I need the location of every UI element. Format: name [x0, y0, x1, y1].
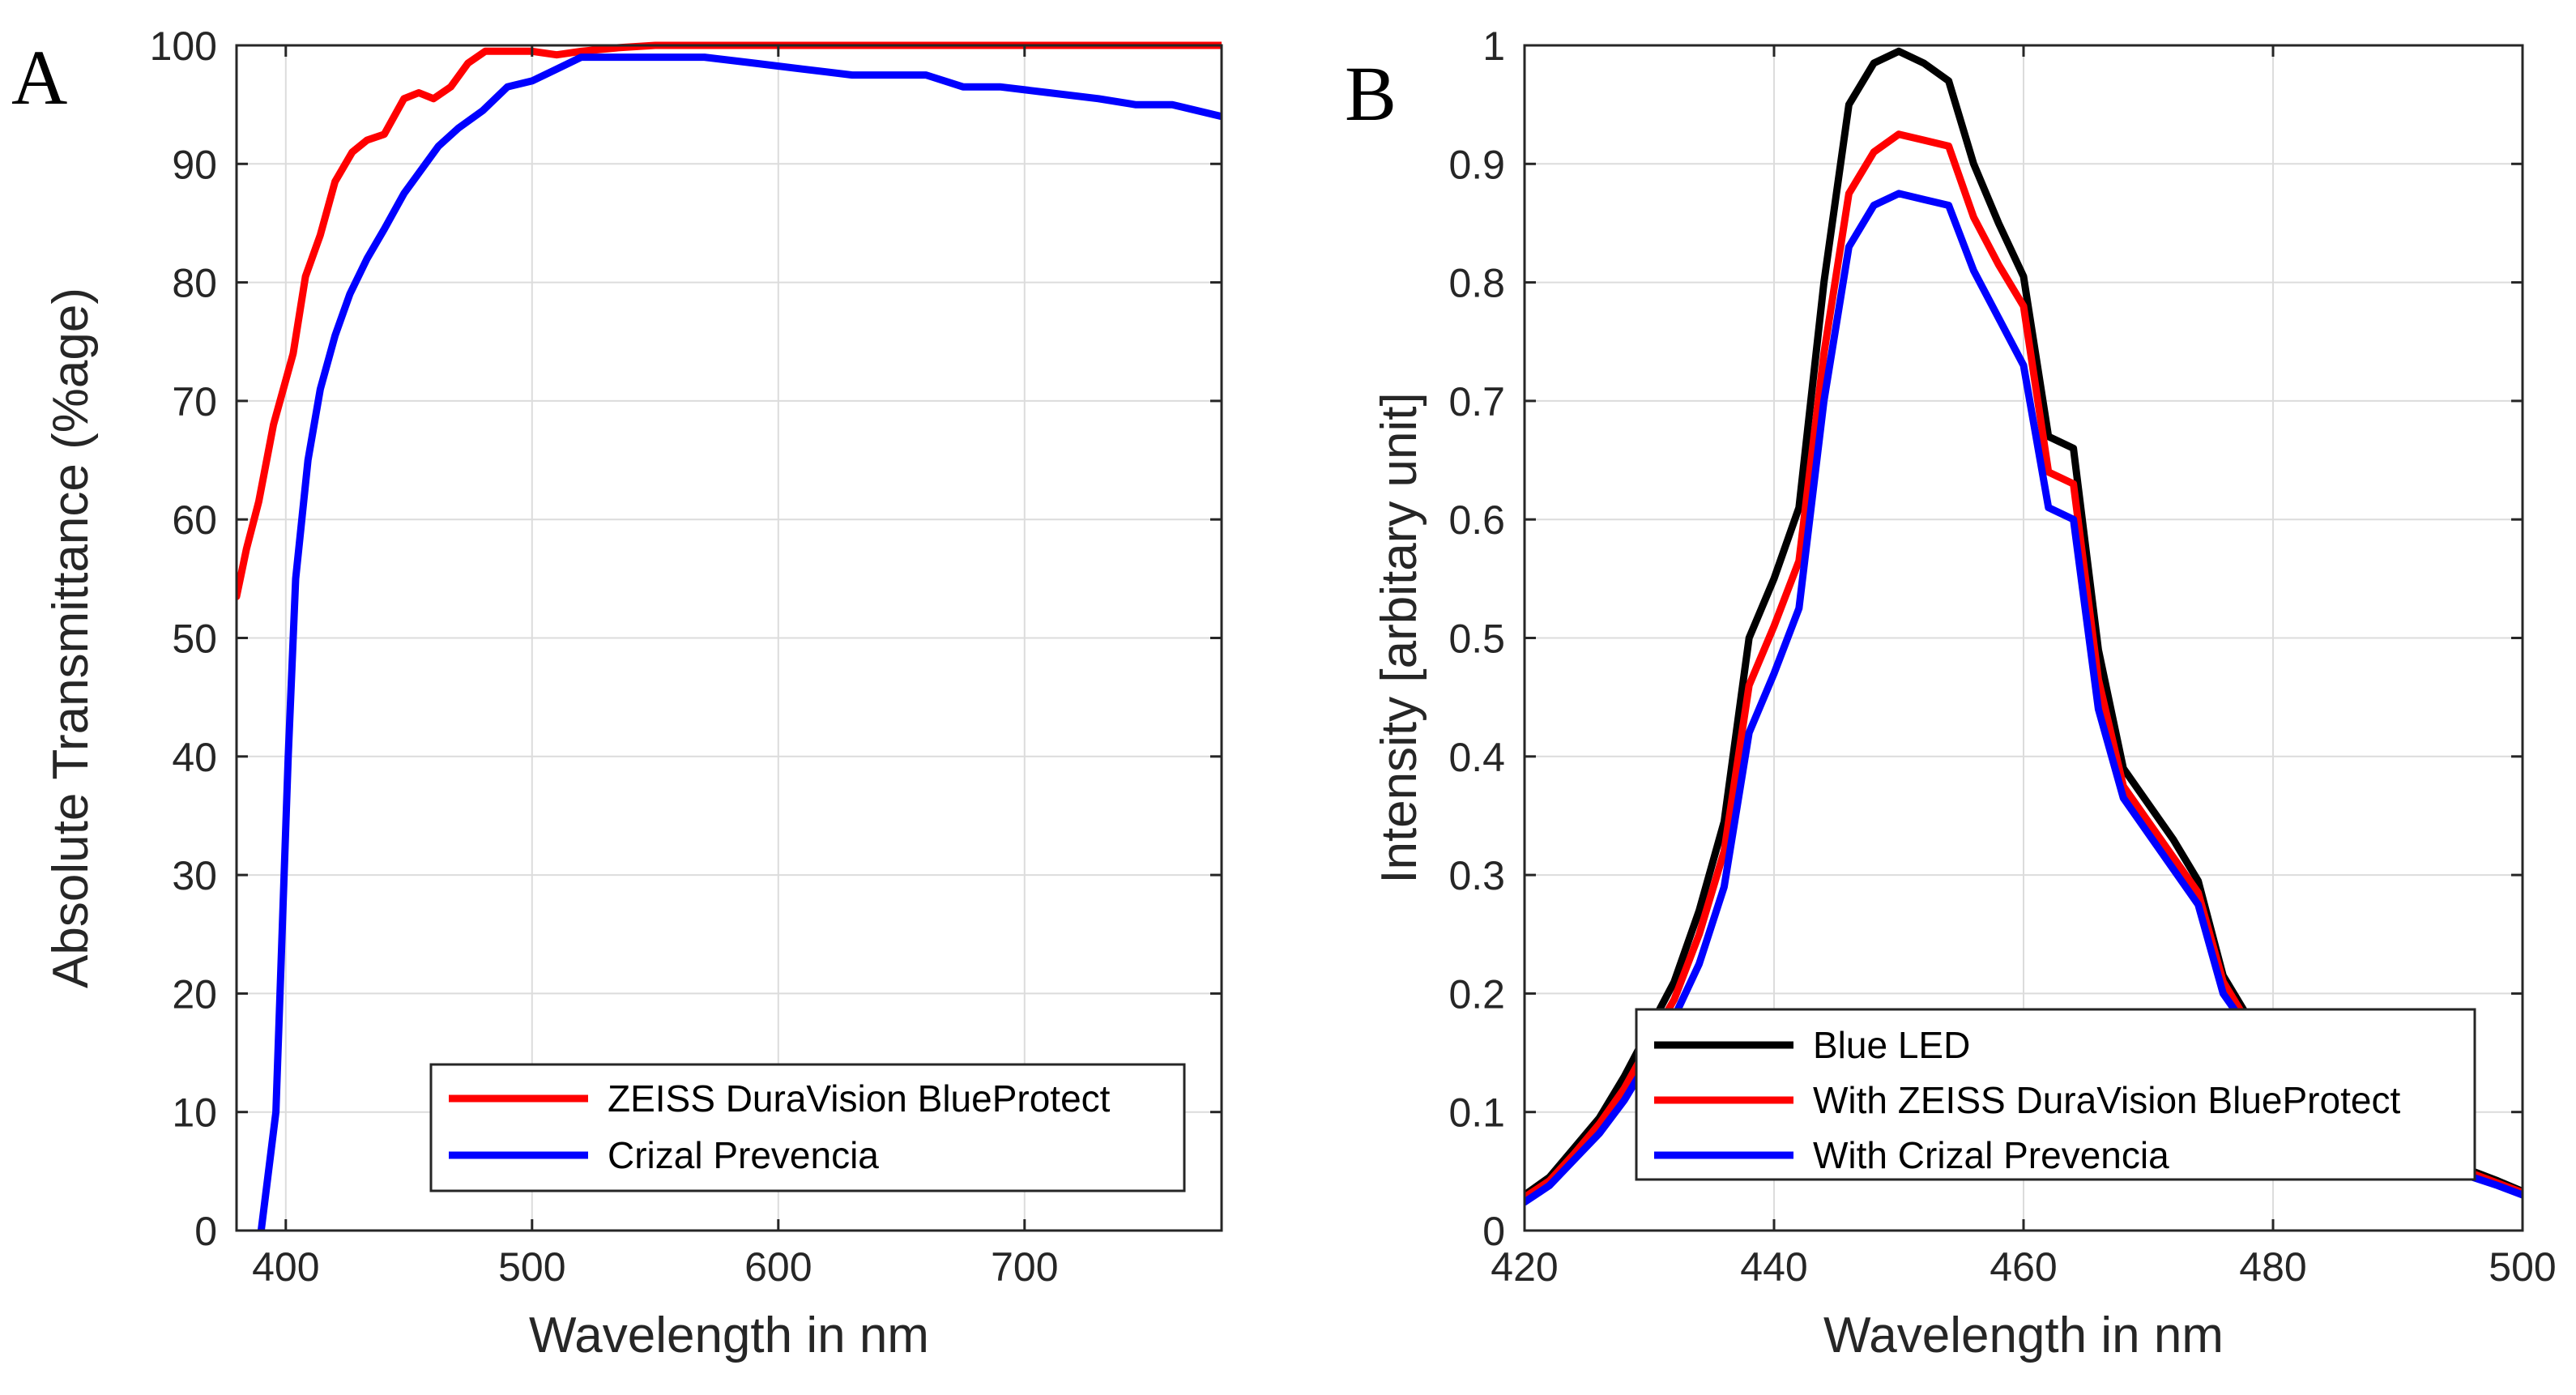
- panel-label: A: [11, 34, 67, 121]
- legend: ZEISS DuraVision BlueProtect Crizal Preve…: [429, 1063, 1186, 1192]
- legend: Blue LED With ZEISS DuraVision BlueProtec…: [1635, 1008, 2476, 1181]
- y-tick-label: 0.6: [1448, 497, 1505, 543]
- y-tick-label: 100: [150, 23, 217, 69]
- legend-entry-3: With Crizal Prevencia: [1813, 1134, 2169, 1176]
- y-tick-label: 0.3: [1448, 853, 1505, 898]
- y-tick-label: 70: [172, 379, 217, 424]
- x-tick-label: 440: [1740, 1244, 1807, 1290]
- y-tick-label: 0.8: [1448, 261, 1505, 306]
- x-tick-label: 480: [2239, 1244, 2306, 1290]
- legend-entry-1: ZEISS DuraVision BlueProtect: [608, 1077, 1111, 1120]
- y-tick-label: 90: [172, 142, 217, 187]
- y-axis-label: Absolute Transmittance (%age): [43, 288, 99, 988]
- y-tick-label: 40: [172, 735, 217, 780]
- y-tick-label: 0.1: [1448, 1090, 1505, 1136]
- y-tick-label: 0.7: [1448, 379, 1505, 424]
- chart-panel-b: 420 440 460 480 500 0 0.1 0.2 0.3 0.4 0.5 0.6 0.7 0.8…: [1345, 23, 2557, 1363]
- legend-entry-2: Crizal Prevencia: [608, 1134, 879, 1176]
- y-tick-label: 0.2: [1448, 971, 1505, 1017]
- y-tick-label: 20: [172, 971, 217, 1017]
- x-tick-label: 700: [991, 1244, 1058, 1290]
- chart-panel-a: 400 500 600 700 0 10 20 30 40 50 60 70 80 90 100 Wavele…: [11, 23, 1223, 1363]
- x-axis-label: Wavelength in nm: [529, 1308, 929, 1363]
- legend-entry-2: With ZEISS DuraVision BlueProtect: [1813, 1079, 2400, 1121]
- y-tick-label: 0.5: [1448, 616, 1505, 662]
- y-tick-label: 10: [172, 1090, 217, 1136]
- panel-label: B: [1345, 50, 1397, 137]
- x-tick-label: 600: [744, 1244, 812, 1290]
- series-line-2: [257, 53, 1222, 1231]
- y-tick-label: 0: [1482, 1209, 1505, 1254]
- x-tick-label: 500: [2489, 1244, 2556, 1290]
- x-tick-label: 500: [498, 1244, 565, 1290]
- y-tick-label: 50: [172, 616, 217, 662]
- x-axis-label: Wavelength in nm: [1823, 1308, 2224, 1363]
- y-axis-label: Intensity [arbitary unit]: [1371, 392, 1427, 884]
- y-tick-label: 0.9: [1448, 142, 1505, 187]
- y-tick-label: 30: [172, 853, 217, 898]
- x-tick-label: 400: [252, 1244, 319, 1290]
- x-tick-label: 420: [1491, 1244, 1558, 1290]
- legend-entry-1: Blue LED: [1813, 1024, 1970, 1066]
- legend-box: [1635, 1008, 2476, 1181]
- y-tick-label: 60: [172, 497, 217, 543]
- legend-box: [429, 1063, 1186, 1192]
- y-tick-label: 0: [194, 1209, 217, 1254]
- series-line-1: [237, 41, 1222, 600]
- y-tick-label: 80: [172, 261, 217, 306]
- y-tick-label: 0.4: [1448, 735, 1505, 780]
- x-tick-label: 460: [1990, 1244, 2057, 1290]
- y-tick-label: 1: [1482, 23, 1505, 69]
